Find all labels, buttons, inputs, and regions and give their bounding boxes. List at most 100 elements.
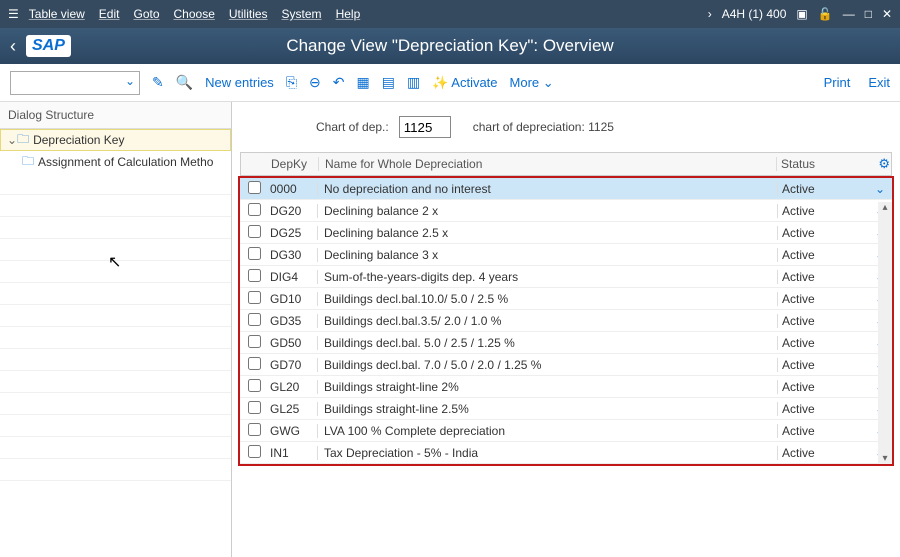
tree-node[interactable]: 🗀Assignment of Calculation Metho (0, 151, 231, 173)
back-button[interactable]: ‹ (10, 36, 16, 57)
scroll-up-icon[interactable]: ▴ (882, 202, 887, 213)
cell-status: Active (778, 358, 868, 372)
cell-status: Active (778, 270, 868, 284)
row-checkbox[interactable] (248, 445, 261, 458)
cell-depky: 0000 (268, 182, 318, 196)
unlock-icon[interactable]: 🔓 (818, 7, 833, 21)
row-checkbox[interactable] (248, 269, 261, 282)
select-block-icon[interactable]: ▤ (382, 74, 395, 91)
row-checkbox[interactable] (248, 423, 261, 436)
row-checkbox[interactable] (248, 291, 261, 304)
row-checkbox[interactable] (248, 313, 261, 326)
row-checkbox[interactable] (248, 247, 261, 260)
folder-icon: 🗀 (22, 152, 34, 173)
toggle-display-icon[interactable]: ✎ (152, 74, 164, 91)
tree-node[interactable]: ⌄ 🗀Depreciation Key (0, 129, 231, 151)
cell-depky: GWG (268, 424, 318, 438)
cell-name: No depreciation and no interest (318, 182, 778, 196)
hamburger-icon[interactable]: ☰ (8, 7, 19, 21)
copy-icon[interactable]: ⎘ (286, 74, 297, 91)
tree: ⌄ 🗀Depreciation Key🗀Assignment of Calcul… (0, 129, 231, 557)
find-icon[interactable]: 🔍 (176, 74, 193, 91)
table-row[interactable]: DG30Declining balance 3 xActive⌄ (240, 244, 892, 266)
cell-name: Sum-of-the-years-digits dep. 4 years (318, 270, 778, 284)
cell-name: Tax Depreciation - 5% - India (318, 446, 778, 460)
cell-depky: DG20 (268, 204, 318, 218)
undo-icon[interactable]: ↶ (333, 74, 345, 91)
chart-of-dep-header: Chart of dep.: chart of depreciation: 11… (236, 110, 896, 152)
print-button[interactable]: Print (824, 75, 851, 90)
cell-depky: GL25 (268, 402, 318, 416)
dialog-structure-sidebar: Dialog Structure ⌄ 🗀Depreciation Key🗀Ass… (0, 102, 232, 557)
menu-choose[interactable]: Choose (174, 7, 215, 21)
table-settings-icon[interactable]: ⚙ (878, 156, 890, 172)
maximize-icon[interactable]: □ (865, 7, 872, 21)
toolbar: ✎ 🔍 New entries ⎘ ⊖ ↶ ▦ ▤ ▥ ✨ Activate M… (0, 64, 900, 102)
activate-button[interactable]: ✨ Activate (432, 75, 497, 91)
table-row[interactable]: 0000No depreciation and no interestActiv… (240, 178, 892, 200)
col-depky[interactable]: DepKy (269, 157, 319, 171)
folder-icon: 🗀 (17, 130, 29, 151)
cell-status: Active (778, 226, 868, 240)
row-checkbox[interactable] (248, 203, 261, 216)
table-highlight-frame: 0000No depreciation and no interestActiv… (238, 176, 894, 466)
row-checkbox[interactable] (248, 335, 261, 348)
new-session-icon[interactable]: ▣ (796, 7, 807, 21)
system-label: A4H (1) 400 (722, 7, 787, 21)
row-checkbox[interactable] (248, 357, 261, 370)
menu-goto[interactable]: Goto (133, 7, 159, 21)
more-button[interactable]: More ⌄ (510, 75, 554, 91)
table-row[interactable]: DG20Declining balance 2 xActive⌄ (240, 200, 892, 222)
deselect-all-icon[interactable]: ▥ (407, 74, 420, 91)
table-row[interactable]: GWGLVA 100 % Complete depreciationActive… (240, 420, 892, 442)
cell-status: Active (778, 292, 868, 306)
scroll-down-icon[interactable]: ▾ (882, 453, 887, 464)
page-title: Change View "Depreciation Key": Overview (286, 36, 613, 56)
cell-name: Buildings decl.bal. 5.0 / 2.5 / 1.25 % (318, 336, 778, 350)
row-checkbox[interactable] (248, 181, 261, 194)
content-area: Dialog Structure ⌄ 🗀Depreciation Key🗀Ass… (0, 102, 900, 557)
cell-name: Buildings decl.bal. 7.0 / 5.0 / 2.0 / 1.… (318, 358, 778, 372)
close-icon[interactable]: ✕ (882, 7, 892, 21)
status-dropdown-icon[interactable]: ⌄ (868, 182, 892, 196)
delete-icon[interactable]: ⊖ (309, 74, 321, 91)
select-all-icon[interactable]: ▦ (356, 74, 369, 91)
cell-depky: DG30 (268, 248, 318, 262)
cell-status: Active (778, 182, 868, 196)
table-row[interactable]: GD35Buildings decl.bal.3.5/ 2.0 / 1.0 %A… (240, 310, 892, 332)
table-body: 0000No depreciation and no interestActiv… (240, 178, 892, 464)
chart-description: chart of depreciation: 1125 (473, 120, 614, 134)
cell-name: Declining balance 3 x (318, 248, 778, 262)
cell-depky: GD10 (268, 292, 318, 306)
table-row[interactable]: DG25Declining balance 2.5 xActive⌄ (240, 222, 892, 244)
table-row[interactable]: GL20Buildings straight-line 2%Active⌄ (240, 376, 892, 398)
tree-node-label: Depreciation Key (33, 133, 124, 147)
menu-edit[interactable]: Edit (99, 7, 120, 21)
exit-button[interactable]: Exit (868, 75, 890, 90)
table-row[interactable]: GD70Buildings decl.bal. 7.0 / 5.0 / 2.0 … (240, 354, 892, 376)
minimize-icon[interactable]: — (843, 7, 855, 21)
cell-status: Active (778, 248, 868, 262)
table-row[interactable]: DIG4Sum-of-the-years-digits dep. 4 years… (240, 266, 892, 288)
table-row[interactable]: GD50Buildings decl.bal. 5.0 / 2.5 / 1.25… (240, 332, 892, 354)
menu-utilities[interactable]: Utilities (229, 7, 268, 21)
table-row[interactable]: IN1Tax Depreciation - 5% - IndiaActive⌄ (240, 442, 892, 464)
vertical-scrollbar[interactable]: ▴ ▾ (878, 202, 892, 464)
table-row[interactable]: GD10Buildings decl.bal.10.0/ 5.0 / 2.5 %… (240, 288, 892, 310)
nav-right-icon[interactable]: › (708, 7, 712, 21)
new-entries-button[interactable]: New entries (205, 75, 274, 90)
row-checkbox[interactable] (248, 379, 261, 392)
command-field[interactable] (10, 71, 140, 95)
table-row[interactable]: GL25Buildings straight-line 2.5%Active⌄ (240, 398, 892, 420)
col-name[interactable]: Name for Whole Depreciation (319, 157, 777, 171)
menu-table-view[interactable]: Table view (29, 7, 85, 21)
row-checkbox[interactable] (248, 225, 261, 238)
row-checkbox[interactable] (248, 401, 261, 414)
col-status[interactable]: Status (777, 157, 867, 171)
menu-help[interactable]: Help (336, 7, 361, 21)
cell-depky: GL20 (268, 380, 318, 394)
menu-system[interactable]: System (282, 7, 322, 21)
cell-name: Buildings decl.bal.3.5/ 2.0 / 1.0 % (318, 314, 778, 328)
chart-of-dep-input[interactable] (399, 116, 451, 138)
cell-status: Active (778, 336, 868, 350)
